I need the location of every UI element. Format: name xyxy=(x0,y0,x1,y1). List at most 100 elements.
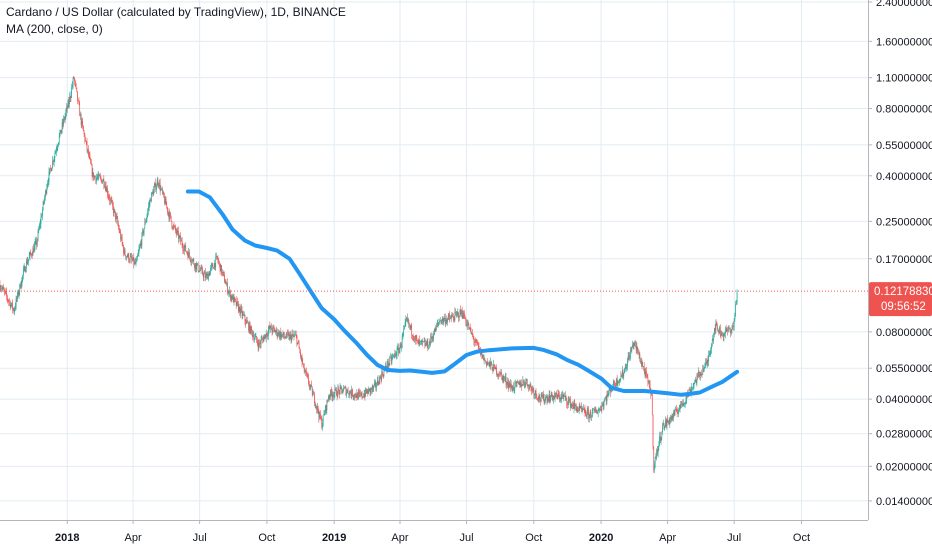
candle-body xyxy=(91,163,92,166)
candle-body xyxy=(216,256,218,258)
candle-body xyxy=(253,335,255,340)
candle-body xyxy=(564,395,565,397)
candle-body xyxy=(163,192,165,198)
y-tick-label: 0.01400000 xyxy=(876,496,932,508)
candle-body xyxy=(554,395,556,399)
candle-body xyxy=(678,408,680,411)
candle-body xyxy=(156,186,157,190)
candle-body xyxy=(123,246,124,254)
candle-body xyxy=(619,378,621,380)
candle-body xyxy=(710,349,712,354)
candle-body xyxy=(129,256,131,261)
candle-body xyxy=(148,204,150,207)
candle-body xyxy=(349,391,350,396)
candle-body xyxy=(136,257,138,262)
candle-body xyxy=(316,405,317,409)
candle-body xyxy=(121,236,122,240)
candle-body xyxy=(590,411,592,417)
candle-body xyxy=(492,370,494,372)
candle-body xyxy=(733,326,734,327)
candle-body xyxy=(548,394,550,402)
candle-body xyxy=(361,392,363,398)
y-tick-label: 0.80000000 xyxy=(876,104,932,116)
candle-body xyxy=(295,334,297,336)
candle-body xyxy=(632,344,633,348)
candle-body xyxy=(137,255,138,258)
x-tick-label: Apr xyxy=(125,532,142,544)
candle-body xyxy=(401,335,403,345)
candle-body xyxy=(445,320,447,324)
candle-body xyxy=(322,414,324,424)
candle-body xyxy=(368,388,369,394)
candle-body xyxy=(69,97,71,99)
y-axis[interactable]: 2.40000000 1.60000000 1.10000000 0.80000000… xyxy=(868,0,932,508)
candle-body xyxy=(466,324,468,326)
candle-body xyxy=(38,229,40,232)
candle-body xyxy=(640,361,642,363)
candle-body xyxy=(365,388,366,397)
candle-body xyxy=(230,295,232,299)
candle-body xyxy=(531,387,532,391)
candle-body xyxy=(514,382,516,390)
candle-body xyxy=(126,256,127,258)
candle-body xyxy=(659,436,660,445)
candle-body xyxy=(314,393,315,404)
candle-body xyxy=(222,272,224,273)
candle-body xyxy=(304,371,306,373)
candle-body xyxy=(77,91,78,101)
candle-body xyxy=(326,400,328,411)
y-tick-label: 1.10000000 xyxy=(876,73,932,85)
candle-body xyxy=(545,397,547,399)
candle-body xyxy=(328,395,330,400)
candle-body xyxy=(666,419,668,426)
candle-body xyxy=(632,344,634,347)
candle-body xyxy=(168,212,170,219)
candle-body xyxy=(406,317,408,321)
candle-body xyxy=(106,188,108,192)
candle-body xyxy=(647,377,649,383)
candle-body xyxy=(663,423,665,429)
candle-body xyxy=(114,209,116,212)
candle-body xyxy=(464,318,466,320)
candle-body xyxy=(409,324,410,326)
candle-body xyxy=(31,255,33,257)
candle-body xyxy=(659,436,661,442)
candle-body xyxy=(382,375,384,376)
x-axis[interactable]: 2018 Apr Jul Oct 2019 Apr Jul Oct 2020 Apr Jul Oct xyxy=(55,520,810,544)
candle-body xyxy=(353,396,355,398)
y-tick-label: 0.02800000 xyxy=(876,429,932,441)
candle-body xyxy=(252,335,254,337)
x-tick-label: 2020 xyxy=(589,532,613,544)
candle-body xyxy=(266,333,268,336)
candle-body xyxy=(171,221,173,227)
candle-body xyxy=(493,364,494,372)
candle-body xyxy=(236,301,238,306)
candle-body xyxy=(380,377,382,381)
candle-body xyxy=(220,265,222,272)
candle-body xyxy=(662,425,663,433)
candle-body xyxy=(421,340,423,342)
candle-body xyxy=(336,395,338,397)
candle-body xyxy=(431,337,433,339)
x-tick-label: Apr xyxy=(659,532,676,544)
candle-body xyxy=(13,308,15,313)
candle-body xyxy=(200,267,202,271)
candle-body xyxy=(90,158,92,164)
candle-body xyxy=(683,403,685,404)
candle-body xyxy=(257,340,258,344)
candle-body xyxy=(600,409,601,411)
candle-body xyxy=(550,396,551,401)
candle-body xyxy=(725,331,726,334)
candle-body xyxy=(733,319,735,327)
candle-body xyxy=(317,406,318,409)
candle-body xyxy=(299,348,301,353)
candle-body xyxy=(358,392,360,394)
candle-body xyxy=(44,190,46,198)
candle-body xyxy=(259,342,260,344)
candle-body xyxy=(147,210,149,216)
candle-body xyxy=(687,396,689,397)
candle-body xyxy=(107,194,109,197)
candle-body xyxy=(112,201,113,206)
candle-body xyxy=(616,378,617,387)
